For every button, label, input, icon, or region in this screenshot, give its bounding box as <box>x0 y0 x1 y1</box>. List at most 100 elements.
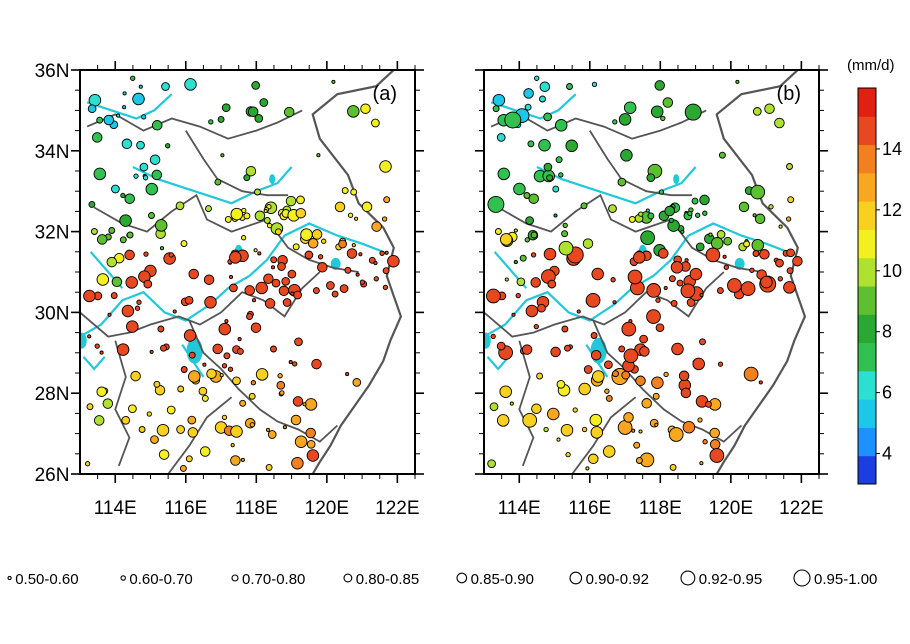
station-marker <box>511 312 516 317</box>
colorbar-segment <box>858 342 876 372</box>
size-legend: 0.50-0.60 0.60-0.70 0.70-0.80 0.80-0.85 0.85… <box>7 569 877 588</box>
station-marker <box>620 149 633 162</box>
station-marker <box>513 182 526 196</box>
station-marker <box>146 411 152 417</box>
station-marker <box>151 169 163 181</box>
province-border <box>167 396 233 474</box>
station-marker <box>519 254 527 262</box>
station-marker <box>660 115 666 122</box>
colorbar-segment <box>858 116 876 146</box>
station-marker <box>128 404 137 414</box>
station-marker <box>543 426 549 433</box>
station-marker <box>652 392 660 400</box>
station-marker <box>646 283 662 298</box>
station-marker <box>774 117 785 129</box>
station-marker <box>612 119 618 125</box>
station-marker <box>334 201 346 213</box>
station-marker <box>489 402 499 412</box>
station-marker <box>565 451 571 458</box>
station-marker <box>671 342 684 356</box>
station-marker <box>102 398 114 409</box>
station-marker <box>143 279 153 289</box>
station-marker <box>668 275 676 283</box>
station-marker <box>650 105 664 118</box>
station-marker <box>676 279 684 287</box>
station-marker <box>292 396 304 407</box>
station-marker <box>263 208 268 214</box>
station-marker <box>585 466 590 471</box>
station-marker <box>291 456 304 470</box>
y-tick-label: 36N <box>35 61 70 82</box>
station-marker <box>134 305 141 311</box>
station-marker <box>610 277 616 283</box>
province-border <box>185 130 289 197</box>
size-legend-marker <box>343 573 353 583</box>
station-marker <box>296 195 305 205</box>
station-marker <box>292 361 298 367</box>
station-marker <box>184 295 194 305</box>
station-marker <box>641 398 652 409</box>
station-marker <box>752 107 762 116</box>
station-marker <box>214 178 222 186</box>
station-marker <box>331 79 336 84</box>
station-marker <box>487 459 496 469</box>
station-marker <box>230 455 241 466</box>
station-marker <box>538 138 551 152</box>
station-marker <box>494 228 502 235</box>
panel-b-map: 114E 116E 118E 120E 122E (b) <box>475 61 828 519</box>
y-tick-label: 26N <box>35 465 70 486</box>
size-legend-label: 0.85-0.90 <box>471 571 534 588</box>
station-marker <box>158 449 170 460</box>
station-marker <box>590 426 604 439</box>
station-marker <box>580 202 588 210</box>
station-marker <box>283 106 295 118</box>
station-marker <box>263 273 274 284</box>
station-marker <box>245 165 257 177</box>
station-marker <box>618 345 626 353</box>
y-tick-label: 30N <box>35 303 70 324</box>
station-marker <box>558 172 564 178</box>
size-legend-marker <box>569 571 583 585</box>
station-marker <box>623 101 637 114</box>
station-marker <box>111 184 120 194</box>
province-border <box>589 130 693 197</box>
station-marker <box>565 139 578 153</box>
station-marker <box>582 238 594 249</box>
station-marker <box>709 439 721 450</box>
station-marker <box>116 113 121 118</box>
station-marker <box>590 349 602 361</box>
station-marker <box>528 193 539 204</box>
station-marker <box>373 276 379 282</box>
station-marker <box>702 210 708 216</box>
station-marker <box>350 188 358 196</box>
station-marker <box>136 140 145 150</box>
lake-shape <box>269 174 276 185</box>
station-marker <box>576 309 581 314</box>
station-marker <box>640 230 655 246</box>
x-tick-label: 114E <box>498 498 541 519</box>
station-marker <box>218 322 232 336</box>
size-legend-label: 0.95-1.00 <box>814 571 877 588</box>
station-marker <box>382 267 390 275</box>
station-marker <box>680 283 696 299</box>
province-border <box>490 109 707 140</box>
station-marker <box>381 216 388 222</box>
station-marker <box>344 266 352 274</box>
station-marker <box>188 351 196 359</box>
station-marker <box>159 246 165 251</box>
station-marker <box>639 334 648 344</box>
station-marker <box>523 88 534 99</box>
station-marker <box>578 382 591 396</box>
station-marker <box>530 252 537 258</box>
colorbar-tick-label: 6 <box>882 383 892 403</box>
station-marker <box>554 119 568 132</box>
station-marker <box>274 228 282 236</box>
station-marker <box>513 228 518 233</box>
y-tick-label: 34N <box>35 142 70 163</box>
station-marker <box>687 210 693 217</box>
station-marker <box>180 366 188 373</box>
station-marker <box>521 344 533 355</box>
station-marker <box>276 380 286 390</box>
station-marker <box>145 182 159 196</box>
station-marker <box>321 238 327 244</box>
